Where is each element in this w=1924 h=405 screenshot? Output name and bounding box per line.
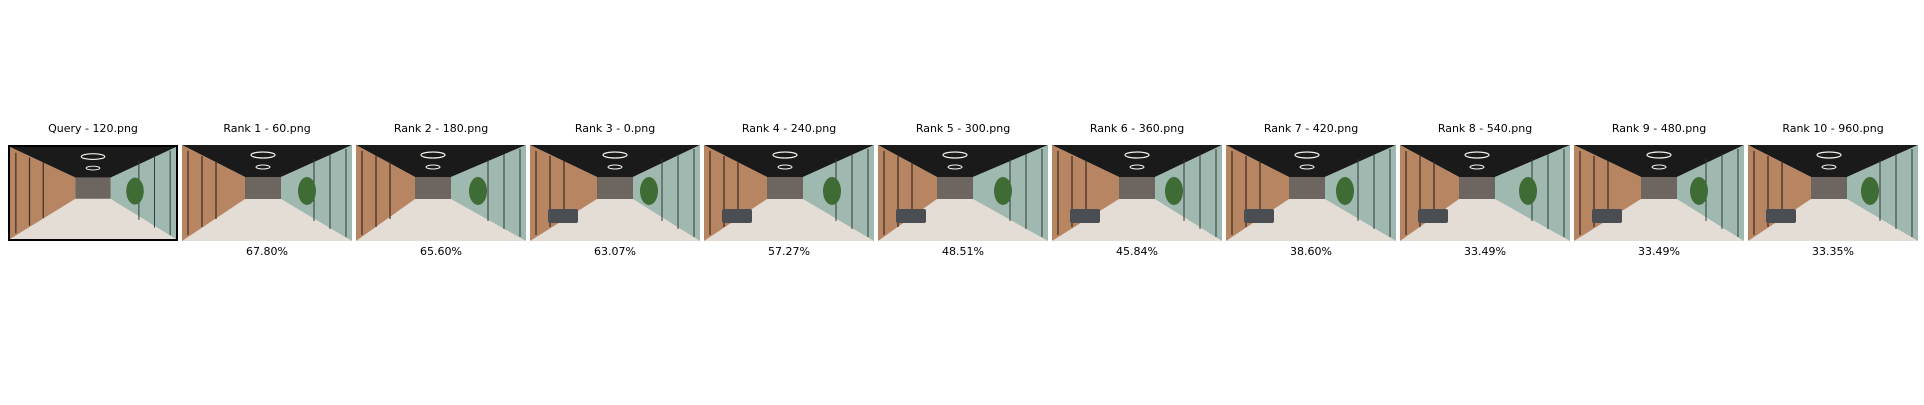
result-title: Rank 10 - 960.png — [1782, 122, 1884, 135]
result-score: 33.49% — [1638, 245, 1680, 258]
result-image — [1574, 145, 1744, 241]
result-score: 65.60% — [420, 245, 462, 258]
query-title: Query - 120.png — [48, 122, 138, 135]
result-title: Rank 4 - 240.png — [741, 122, 837, 135]
query-image — [8, 145, 178, 241]
result-image — [704, 145, 874, 241]
result-title: Rank 1 - 60.png — [223, 122, 311, 135]
result-image — [1748, 145, 1918, 241]
result-title: Rank 2 - 180.png — [393, 122, 489, 135]
result-title: Rank 9 - 480.png — [1611, 122, 1707, 135]
result-title: Rank 7 - 420.png — [1263, 122, 1359, 135]
result-score: 57.27% — [768, 245, 810, 258]
result-image — [530, 145, 700, 241]
result-title: Rank 3 - 0.png — [574, 122, 656, 135]
result-image — [1052, 145, 1222, 241]
result-image — [182, 145, 352, 241]
result-score: 45.84% — [1116, 245, 1158, 258]
result-image — [878, 145, 1048, 241]
result-score: 38.60% — [1290, 245, 1332, 258]
result-title: Rank 5 - 300.png — [915, 122, 1011, 135]
result-image — [356, 145, 526, 241]
result-title: Rank 8 - 540.png — [1437, 122, 1533, 135]
result-image — [1226, 145, 1396, 241]
result-image — [1400, 145, 1570, 241]
result-score: 33.49% — [1464, 245, 1506, 258]
result-score: 63.07% — [594, 245, 636, 258]
result-score: 48.51% — [942, 245, 984, 258]
result-title: Rank 6 - 360.png — [1089, 122, 1185, 135]
result-score: 33.35% — [1812, 245, 1854, 258]
result-score: 67.80% — [246, 245, 288, 258]
